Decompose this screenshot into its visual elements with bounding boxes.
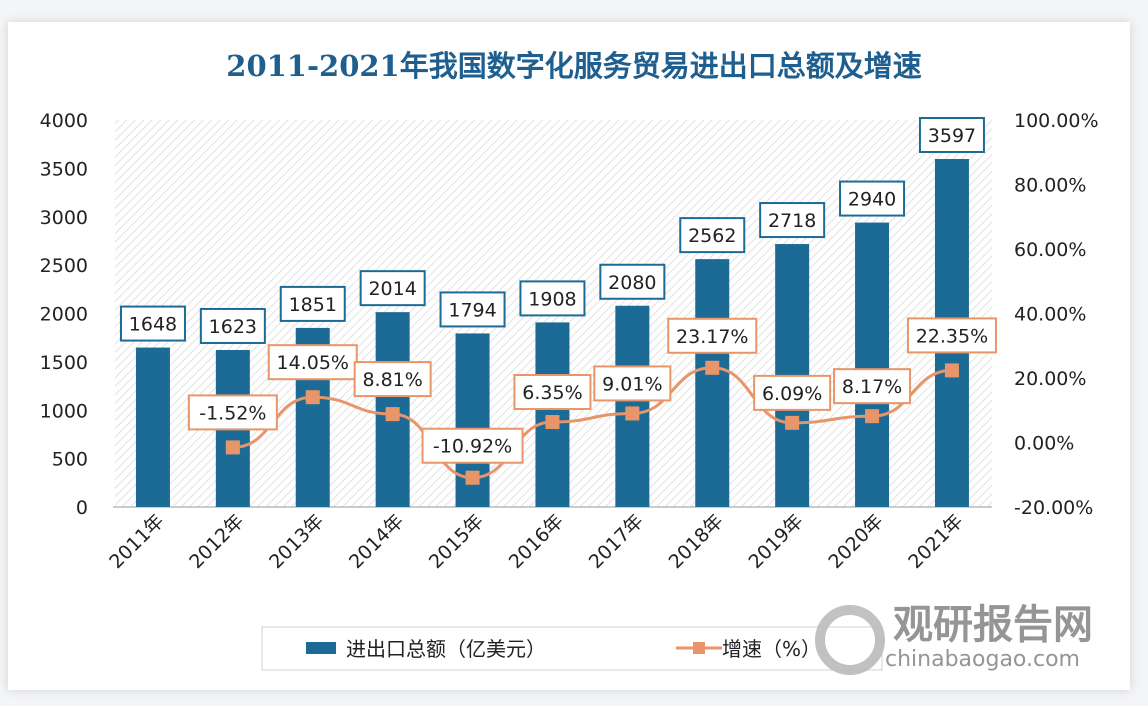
y-right-tick: -20.00% xyxy=(1014,497,1093,519)
legend-line-label: 增速（%） xyxy=(722,637,821,661)
bar-label: 2014 xyxy=(368,278,416,300)
bar-label-box xyxy=(199,307,266,344)
bar-label-box xyxy=(839,180,906,217)
bar-label-box xyxy=(119,305,186,342)
bar-label: 1648 xyxy=(129,314,177,336)
y-left-tick: 2000 xyxy=(40,304,88,326)
chart-title: 2011-2021年我国数字化服务贸易进出口总额及增速 xyxy=(226,49,921,83)
y-right-tick: 60.00% xyxy=(1014,239,1086,261)
growth-label-box xyxy=(667,317,758,354)
growth-marker xyxy=(225,440,240,455)
growth-marker xyxy=(465,470,480,485)
x-tick: 2016年 xyxy=(505,510,568,573)
bar xyxy=(695,259,730,507)
watermark-url: chinabaogao.com xyxy=(885,647,1080,672)
growth-label: -1.52% xyxy=(199,402,266,424)
bar-label: 2718 xyxy=(768,210,816,232)
y-left-tick: 1500 xyxy=(40,352,88,374)
growth-label-box xyxy=(906,317,997,354)
y-left-tick: 500 xyxy=(52,449,88,471)
growth-marker xyxy=(944,363,959,378)
bar-label-box xyxy=(599,263,666,300)
growth-label-box xyxy=(187,394,278,431)
legend-bar-label: 进出口总额（亿美元） xyxy=(346,637,546,661)
x-tick: 2020年 xyxy=(824,510,887,573)
bar xyxy=(855,222,890,507)
y-left-tick: 1000 xyxy=(40,400,88,422)
growth-label: -10.92% xyxy=(433,436,512,458)
bar-label-box xyxy=(519,280,586,317)
legend xyxy=(261,626,883,671)
bar-label: 1794 xyxy=(448,299,496,321)
growth-label-box xyxy=(267,344,358,381)
growth-label-box xyxy=(593,365,672,402)
growth-marker xyxy=(305,390,320,405)
y-right-tick: 100.00% xyxy=(1014,110,1099,132)
bar-label-box xyxy=(759,202,826,239)
bar xyxy=(535,322,570,507)
x-tick: 2015年 xyxy=(425,510,488,573)
bar-label-box xyxy=(279,285,346,322)
y-right-tick: 80.00% xyxy=(1014,175,1086,197)
growth-label: 14.05% xyxy=(277,352,349,374)
growth-line xyxy=(232,366,952,480)
growth-label: 8.17% xyxy=(842,376,902,398)
growth-marker xyxy=(785,415,800,430)
growth-label-box xyxy=(513,374,592,411)
growth-label: 23.17% xyxy=(676,326,748,348)
growth-label-box xyxy=(421,427,524,464)
x-tick: 2021年 xyxy=(904,510,967,573)
x-tick: 2018年 xyxy=(665,510,728,573)
growth-label: 22.35% xyxy=(916,325,988,347)
x-tick: 2019年 xyxy=(744,510,807,573)
growth-label-box xyxy=(353,361,432,398)
growth-label-box xyxy=(753,374,832,411)
y-left-tick: 3500 xyxy=(40,158,88,180)
bar-label: 2080 xyxy=(608,272,656,294)
growth-marker xyxy=(545,415,560,430)
growth-label: 6.35% xyxy=(522,382,582,404)
y-right-tick: 20.00% xyxy=(1014,368,1086,390)
y-right-tick: 0.00% xyxy=(1014,433,1074,455)
bar-label: 1851 xyxy=(289,294,337,316)
bar-label-box xyxy=(679,217,746,254)
growth-label: 9.01% xyxy=(602,373,662,395)
y-left-tick: 0 xyxy=(76,497,88,519)
bar xyxy=(135,347,170,507)
bar-label: 3597 xyxy=(928,125,976,147)
bar-label-box xyxy=(359,270,426,307)
bar-label: 2940 xyxy=(848,189,896,211)
growth-marker xyxy=(865,409,880,424)
y-right-tick: 40.00% xyxy=(1014,304,1086,326)
x-tick: 2017年 xyxy=(585,510,648,573)
growth-label-box xyxy=(833,368,912,405)
bar xyxy=(615,305,650,507)
bar-label-box xyxy=(439,291,506,328)
bar-label: 1908 xyxy=(528,288,576,310)
x-tick: 2012年 xyxy=(185,510,248,573)
watermark-name: 观研报告网 xyxy=(893,602,1093,648)
x-tick: 2013年 xyxy=(265,510,328,573)
bar-label: 1623 xyxy=(209,316,257,338)
y-left-tick: 3000 xyxy=(40,207,88,229)
bar-label: 2562 xyxy=(688,225,736,247)
watermark: 观研报告网 chinabaogao.com xyxy=(815,602,1093,675)
growth-marker xyxy=(705,360,720,375)
legend-bar-swatch xyxy=(306,642,336,654)
growth-marker xyxy=(625,406,640,421)
y-left-tick: 2500 xyxy=(40,255,88,277)
growth-label: 6.09% xyxy=(762,383,822,405)
growth-label: 8.81% xyxy=(362,369,422,391)
bar-label-box xyxy=(918,116,985,153)
growth-marker xyxy=(385,407,400,422)
legend-line-marker xyxy=(693,642,705,654)
x-tick: 2011年 xyxy=(105,510,168,573)
x-tick: 2014年 xyxy=(345,510,408,573)
watermark-logo-icon xyxy=(815,605,885,675)
y-left-tick: 4000 xyxy=(40,110,88,132)
